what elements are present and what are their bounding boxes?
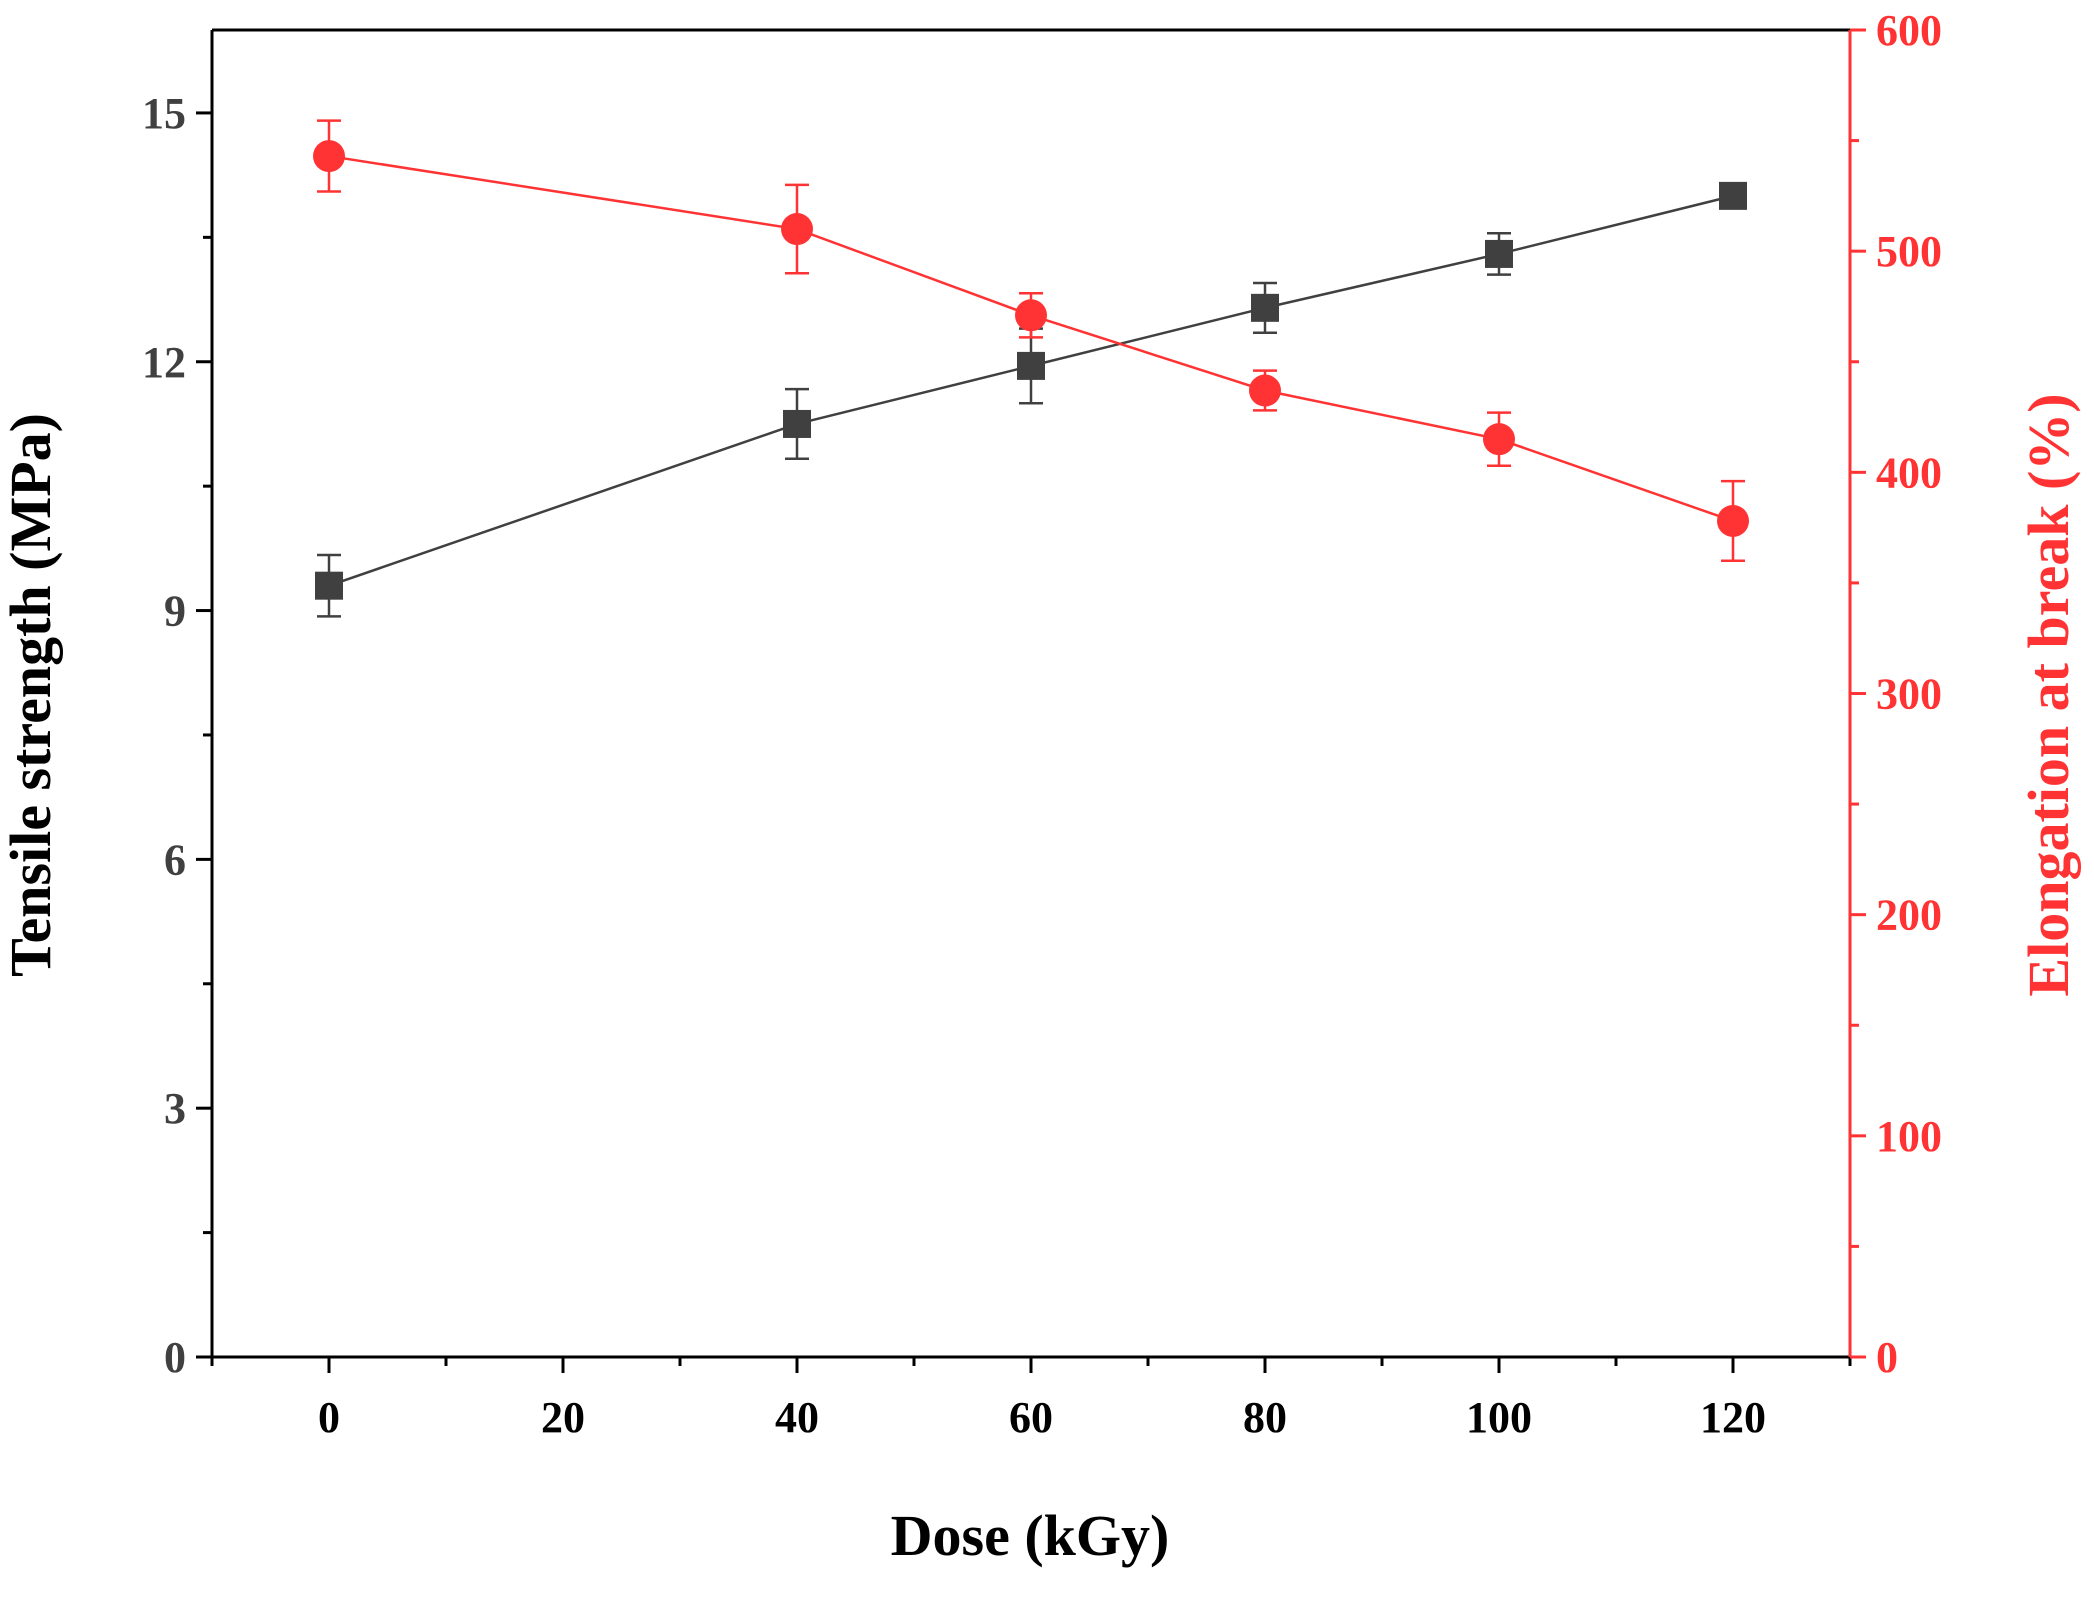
- left-y-tick-label: 9: [164, 587, 186, 636]
- elongation-at-break-point: [1015, 299, 1047, 332]
- right-y-axis-title: Elongation at break (%): [2016, 393, 2081, 996]
- elongation-at-break-point: [781, 213, 813, 246]
- tensile-strength-point: [1251, 293, 1279, 322]
- left-y-tick-label: 12: [142, 338, 186, 387]
- right-y-tick-label: 600: [1876, 6, 1942, 55]
- tensile-strength-point: [1719, 181, 1747, 210]
- elongation-at-break-line: [328, 154, 1734, 523]
- tensile-strength-point: [1485, 239, 1513, 268]
- elongation-at-break-point: [1483, 423, 1515, 456]
- left-y-tick-label: 15: [142, 89, 186, 138]
- tensile-strength-point: [1017, 351, 1045, 380]
- right-y-tick-label: 0: [1876, 1333, 1898, 1382]
- x-axis-title: Dose (kGy): [891, 1503, 1170, 1568]
- right-y-tick-label: 100: [1876, 1112, 1942, 1161]
- x-tick-label: 40: [775, 1393, 819, 1442]
- x-tick-label: 60: [1009, 1393, 1053, 1442]
- left-y-tick-label: 6: [164, 835, 186, 884]
- tensile-strength-series: [315, 181, 1747, 618]
- tensile-strength-point: [315, 571, 343, 600]
- left-y-tick-label: 3: [164, 1084, 186, 1133]
- left-y-tick-label: 0: [164, 1333, 186, 1382]
- right-y-tick-label: 400: [1876, 448, 1942, 497]
- tensile-strength-point: [783, 409, 811, 438]
- right-y-tick-label: 300: [1876, 670, 1942, 719]
- elongation-at-break-point: [1717, 504, 1749, 537]
- left-y-axis-title: Tensile strength (MPa): [0, 413, 63, 977]
- elongation-at-break-point: [1249, 374, 1281, 407]
- tick-layer: 0 20 40 60 80 100 120 0 3 6 9 12 15 0 100 200 300 400 500 6…: [142, 6, 1942, 1442]
- elongation-at-break-point: [313, 140, 345, 173]
- right-y-tick-label: 200: [1876, 891, 1942, 940]
- tensile-strength-line: [328, 194, 1734, 587]
- x-tick-label: 0: [318, 1393, 340, 1442]
- series-layer: [313, 119, 1749, 618]
- elongation-at-break-series: [313, 119, 1749, 563]
- x-tick-label: 80: [1243, 1393, 1287, 1442]
- right-y-tick-label: 500: [1876, 227, 1942, 276]
- x-tick-label: 20: [541, 1393, 585, 1442]
- x-tick-label: 100: [1466, 1393, 1532, 1442]
- x-tick-label: 120: [1700, 1393, 1766, 1442]
